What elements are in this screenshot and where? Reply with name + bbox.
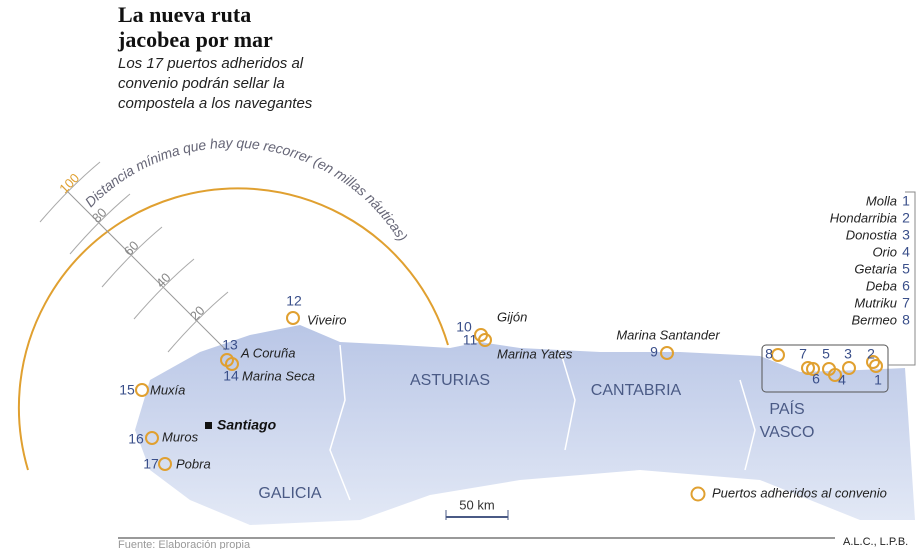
title: La nueva ruta jacobea por mar [118, 2, 273, 52]
port-marker [801, 361, 815, 375]
port-name: Marina Santander [616, 327, 720, 342]
port-name: Marina Yates [497, 346, 573, 361]
land [135, 325, 915, 525]
port-number: 13 [222, 337, 238, 353]
scale-bar-label: 50 km [459, 497, 494, 512]
port-marker [135, 383, 149, 397]
port-marker [286, 311, 300, 325]
port-list-name: Deba [866, 278, 897, 293]
port-name: Viveiro [307, 312, 347, 327]
port-number: 8 [765, 346, 773, 362]
port-number: 1 [874, 372, 882, 388]
source: Fuente: Elaboración propia [118, 539, 251, 549]
port-marker [158, 457, 172, 471]
port-number: 7 [799, 346, 807, 362]
scale-tick-arc [133, 258, 195, 320]
port-number: 11 [463, 332, 478, 348]
port-list-number: 2 [902, 210, 910, 226]
legend-label: Puertos adheridos al convenio [712, 485, 887, 500]
port-marker [842, 361, 856, 375]
port-number: 10 [456, 319, 472, 335]
region-label: GALICIA [258, 485, 321, 502]
port-marker [225, 357, 239, 371]
scale-tick-arc [39, 161, 101, 223]
port-list-number: 8 [902, 312, 910, 328]
port-list-number: 1 [902, 193, 910, 209]
scale-tick-label: 60 [121, 238, 142, 259]
port-marker [478, 333, 492, 347]
port-name: Pobra [176, 456, 211, 471]
port-number: 6 [812, 371, 820, 387]
port-list-name: Hondarribia [830, 210, 897, 225]
port-marker [806, 362, 820, 376]
legend-marker [690, 486, 706, 502]
port-number: 16 [128, 431, 144, 447]
port-number: 9 [650, 344, 658, 360]
port-number: 12 [286, 293, 302, 309]
port-list-name: Getaria [854, 261, 897, 276]
port-name: Gijón [497, 309, 527, 324]
port-marker [660, 346, 674, 360]
port-list-number: 4 [902, 244, 910, 260]
port-list-name: Donostia [846, 227, 897, 242]
port-name: Marina Seca [242, 368, 315, 383]
port-number: 5 [822, 346, 830, 362]
port-number: 17 [143, 456, 159, 472]
port-number: 15 [119, 382, 135, 398]
port-marker [869, 359, 883, 373]
distance-arc [17, 187, 449, 471]
borders [329, 344, 756, 501]
port-marker [771, 348, 785, 362]
city-label: Santiago [217, 417, 277, 433]
port-number: 3 [844, 346, 852, 362]
port-name: Muros [162, 429, 199, 444]
scale-tick-label: 100 [56, 170, 82, 196]
port-list-name: Molla [866, 193, 897, 208]
port-marker [866, 355, 880, 369]
region-label: PAÍS VASCO [759, 401, 815, 441]
region-label: ASTURIAS [410, 372, 490, 389]
port-list-name: Bermeo [851, 312, 897, 327]
port-list-number: 6 [902, 278, 910, 294]
port-marker [822, 362, 836, 376]
port-list-name: Orio [872, 244, 897, 259]
port-number: 4 [838, 372, 846, 388]
region-label: CANTABRIA [591, 382, 682, 399]
port-list-number: 5 [902, 261, 910, 277]
list-bracket [888, 191, 916, 366]
scale-axis [61, 185, 227, 351]
city-marker [205, 422, 212, 429]
port-list-name: Mutriku [854, 295, 897, 310]
port-name: Muxía [150, 382, 185, 397]
subtitle: Los 17 puertos adheridos al convenio pod… [118, 55, 313, 112]
scale-tick-label: 20 [187, 303, 208, 324]
scale-tick-arc [101, 226, 163, 288]
port-number: 14 [223, 368, 239, 384]
port-list-number: 7 [902, 295, 910, 311]
scale-tick-arc [69, 193, 131, 255]
port-marker [145, 431, 159, 445]
scale-tick-label: 40 [153, 270, 174, 291]
port-name: A Coruña [240, 345, 295, 360]
port-list-number: 3 [902, 227, 910, 243]
scale-tick-arc [167, 291, 229, 353]
basque-box [761, 344, 889, 393]
port-number: 2 [867, 346, 875, 362]
credit: A.L.C., L.P.B. [843, 536, 908, 548]
